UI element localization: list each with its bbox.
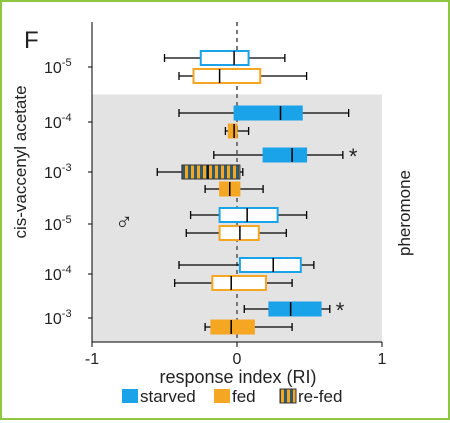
male-symbol: ♂ bbox=[115, 209, 133, 236]
box-iqr bbox=[210, 319, 255, 335]
x-tick-label: 0 bbox=[233, 351, 242, 368]
box-starved bbox=[163, 50, 286, 66]
box-starved bbox=[189, 207, 308, 223]
box-starved: * bbox=[213, 144, 358, 169]
legend-swatch-starved bbox=[122, 389, 138, 403]
y-tick-label: 10-3 bbox=[44, 308, 72, 328]
legend-swatch-fed bbox=[214, 389, 230, 403]
box-iqr bbox=[233, 105, 303, 121]
box-starved bbox=[178, 257, 315, 273]
box-starved bbox=[178, 105, 350, 121]
box-fed bbox=[185, 225, 287, 241]
significance-star: * bbox=[336, 298, 345, 323]
x-tick-label: -1 bbox=[85, 351, 99, 368]
box-fed bbox=[204, 181, 264, 197]
box-iqr bbox=[199, 50, 250, 66]
box-starved: * bbox=[243, 298, 345, 323]
box-iqr bbox=[238, 257, 302, 273]
legend-label-starved: starved bbox=[140, 387, 196, 406]
box-iqr bbox=[262, 147, 308, 163]
box-iqr bbox=[227, 123, 238, 139]
significance-star: * bbox=[349, 144, 358, 169]
box-iqr bbox=[181, 164, 241, 180]
y-tick-label: 10-5 bbox=[44, 214, 72, 234]
box-iqr bbox=[211, 275, 268, 291]
legend-label-fed: fed bbox=[232, 387, 256, 406]
y-tick-label: 10-4 bbox=[44, 264, 72, 284]
y-tick-label: 10-5 bbox=[44, 57, 72, 77]
y-axis-title: cis-vaccenyl acetate bbox=[11, 85, 30, 238]
x-axis-title: response index (RI) bbox=[159, 367, 316, 387]
x-tick-label: 1 bbox=[378, 351, 387, 368]
legend-swatch-refed bbox=[279, 388, 297, 404]
box-fed bbox=[173, 275, 293, 291]
box-iqr bbox=[192, 68, 262, 84]
y-tick-label: 10-4 bbox=[44, 112, 72, 132]
box-fed bbox=[204, 319, 293, 335]
box-fed bbox=[178, 68, 308, 84]
legend: starved fed re-fed bbox=[122, 387, 342, 406]
box-iqr bbox=[218, 207, 279, 223]
legend-label-refed: re-fed bbox=[298, 387, 342, 406]
box-iqr bbox=[268, 301, 322, 317]
box-fed bbox=[224, 123, 250, 139]
boxplot-chart: F -1 0 1 10-5 10-4 10-3 10-5 10-4 10-3 * * cis-vac… bbox=[11, 22, 414, 406]
panel-label: F bbox=[24, 27, 39, 54]
box-re-fed bbox=[156, 164, 244, 180]
y-tick-label: 10-3 bbox=[44, 162, 72, 182]
right-axis-title: pheromone bbox=[395, 170, 414, 256]
